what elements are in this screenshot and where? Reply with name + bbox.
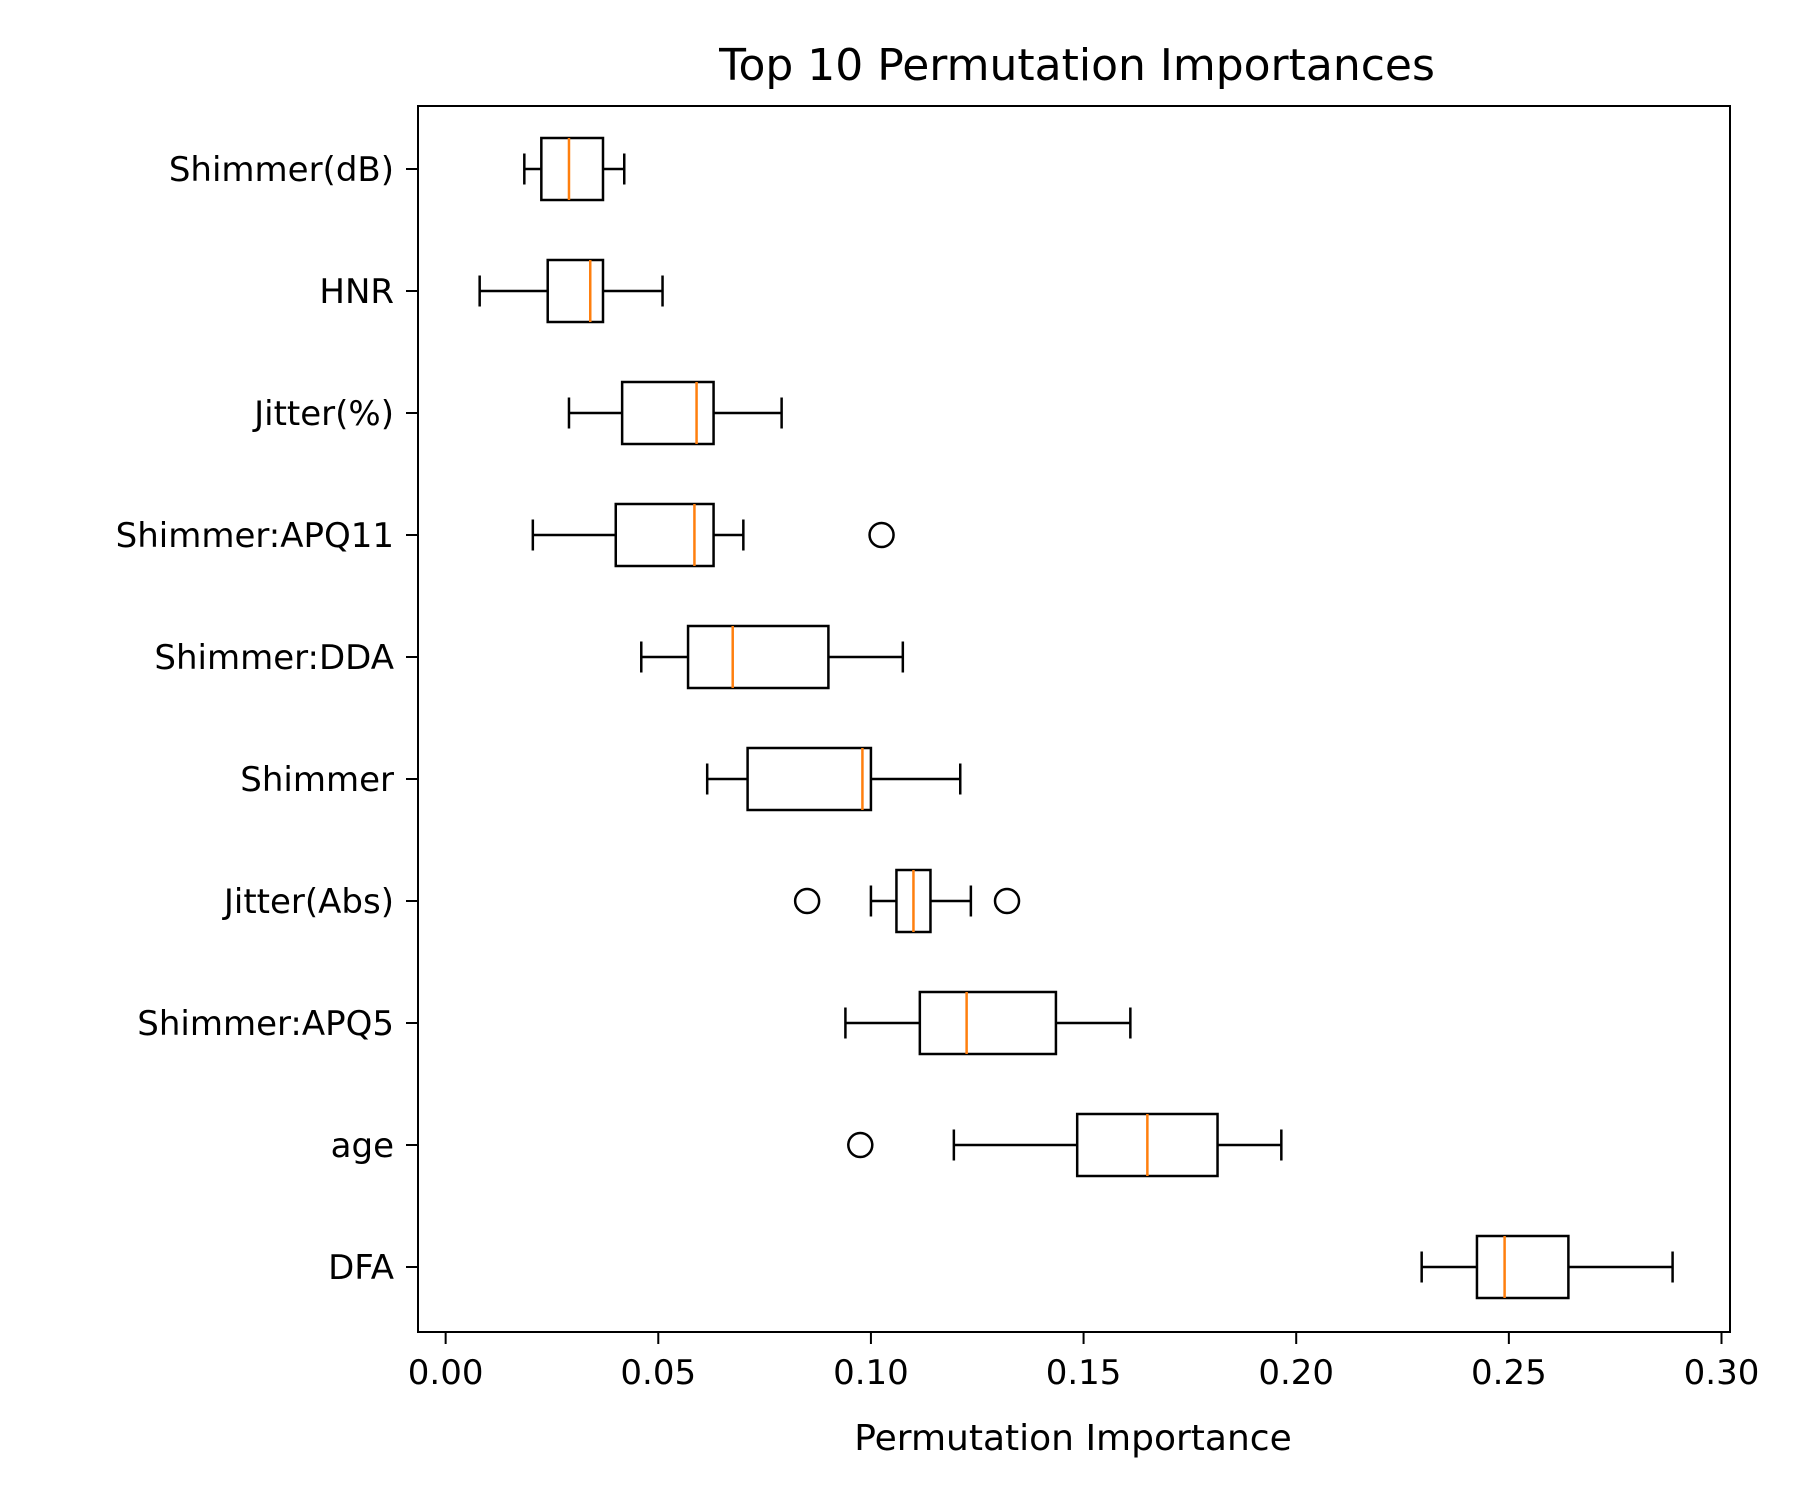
flier-point [793,887,821,915]
y-tick-label-jitter: Jitter(%) [252,394,394,434]
y-tick-label-jitter-abs: Jitter(Abs) [222,882,394,922]
y-axis: Shimmer(dB) HNR Jitter(%) Shimmer:APQ11 Shim… [116,150,418,1288]
x-axis: 0.00 0.05 0.10 0.15 0.20 0.25 0.30 [408,1332,1760,1393]
x-tick-label: 0.10 [833,1353,909,1393]
x-tick-label: 0.05 [620,1353,696,1393]
flier-point [868,521,895,549]
chart-title: Top 10 Permutation Importances [718,40,1435,91]
y-tick-label-hnr: HNR [319,272,394,312]
box-age [847,1112,1283,1178]
box-shimmer-apq5 [844,990,1132,1056]
y-tick-label-shimmer-dda: Shimmer:DDA [154,638,394,678]
box-shimmer [705,746,962,812]
plot-frame [417,105,1731,1333]
plot-area [478,136,1674,1300]
box-jitter-abs [793,868,1021,934]
x-axis-label: Permutation Importance [854,1418,1292,1459]
y-tick-label-shimmer: Shimmer [240,760,394,800]
flier-point [993,887,1021,915]
box-iqr [918,990,1058,1056]
box-iqr [1475,1234,1570,1300]
box-dfa [1420,1234,1674,1300]
x-tick-label: 0.25 [1471,1353,1547,1393]
box-hnr [478,258,664,324]
y-tick-label-shimmer-apq11: Shimmer:APQ11 [116,516,394,556]
y-tick-label-shimmer-db: Shimmer(dB) [169,150,394,190]
y-tick-label-age: age [331,1126,394,1166]
box-iqr [686,624,830,690]
box-jitter [567,380,783,446]
box-shimmer-dda [640,624,905,690]
y-tick-label-dfa: DFA [328,1248,394,1288]
x-tick-label: 0.00 [408,1353,484,1393]
x-tick-label: 0.30 [1684,1353,1760,1393]
y-tick-label-shimmer-apq5: Shimmer:APQ5 [137,1004,394,1044]
box-shimmer-apq11 [531,502,895,568]
box-iqr [546,258,605,324]
box-shimmer-db [523,136,626,202]
x-tick-label: 0.15 [1046,1353,1122,1393]
box-iqr [614,502,715,568]
box-iqr [540,136,605,202]
flier-point [847,1131,874,1159]
box-iqr [620,380,715,446]
x-tick-label: 0.20 [1258,1353,1334,1393]
box-iqr [746,746,873,812]
